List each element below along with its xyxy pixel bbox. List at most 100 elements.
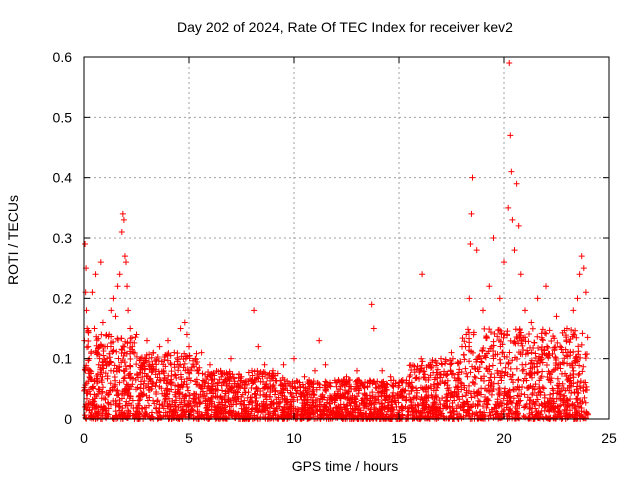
noise-point <box>539 326 546 333</box>
noise-point <box>390 377 397 384</box>
noise-point <box>248 398 255 405</box>
noise-point <box>163 376 170 383</box>
noise-point <box>490 342 497 349</box>
noise-point <box>490 380 497 387</box>
noise-point <box>551 409 558 416</box>
noise-point <box>361 402 368 409</box>
noise-point <box>466 339 473 346</box>
noise-point <box>521 375 528 382</box>
noise-point <box>528 349 535 356</box>
data-point <box>84 325 91 332</box>
data-point <box>517 271 524 278</box>
noise-point <box>111 362 118 369</box>
noise-point <box>312 397 319 404</box>
noise-point <box>291 384 298 391</box>
data-point <box>228 355 234 362</box>
noise-point <box>468 348 475 355</box>
noise-point <box>385 402 392 409</box>
noise-point <box>208 394 215 401</box>
noise-point <box>144 397 151 404</box>
data-point <box>99 319 106 326</box>
data-point <box>291 355 297 362</box>
noise-point <box>528 409 535 416</box>
noise-point <box>448 371 455 378</box>
noise-point <box>572 357 579 364</box>
data-point <box>580 265 587 272</box>
noise-point <box>209 376 216 383</box>
noise-point <box>165 372 172 379</box>
noise-point <box>576 412 583 419</box>
noise-point <box>237 384 244 391</box>
noise-point <box>571 414 578 421</box>
noise-point <box>120 367 127 374</box>
noise-point <box>254 407 261 414</box>
noise-point <box>433 401 440 408</box>
noise-point <box>476 352 483 359</box>
data-point <box>312 367 318 374</box>
noise-point <box>518 337 525 344</box>
noise-point <box>287 410 294 417</box>
noise-point <box>141 378 148 385</box>
data-point <box>192 355 199 362</box>
noise-point <box>281 411 288 418</box>
noise-point <box>550 400 557 407</box>
data-point <box>255 343 262 350</box>
noise-point <box>354 393 361 400</box>
noise-point <box>574 395 581 402</box>
noise-point <box>270 400 277 407</box>
noise-point <box>254 367 261 374</box>
noise-point <box>576 382 583 389</box>
noise-point <box>88 412 95 419</box>
noise-point <box>369 399 376 406</box>
noise-point <box>529 364 536 371</box>
noise-point <box>310 378 317 385</box>
noise-point <box>363 392 370 399</box>
noise-point <box>286 414 293 421</box>
noise-point <box>509 357 516 364</box>
noise-point <box>419 400 426 407</box>
noise-point <box>90 383 97 390</box>
noise-point <box>559 415 566 422</box>
noise-point <box>491 405 498 412</box>
noise-point <box>584 334 591 341</box>
noise-point <box>272 377 279 384</box>
noise-point <box>135 400 142 407</box>
noise-point <box>156 409 163 416</box>
noise-point <box>501 372 508 379</box>
y-tick-label: 0.5 <box>53 109 73 125</box>
noise-point <box>298 393 305 400</box>
noise-point <box>455 369 462 376</box>
x-tick-label: 20 <box>496 430 512 446</box>
data-point <box>354 367 360 374</box>
noise-point <box>115 403 122 410</box>
noise-point <box>272 388 279 395</box>
noise-point <box>555 382 562 389</box>
noise-point <box>547 379 554 386</box>
noise-point <box>392 399 399 406</box>
noise-point <box>109 348 116 355</box>
noise-point <box>253 385 260 392</box>
noise-point <box>137 385 144 392</box>
noise-point <box>535 357 542 364</box>
noise-point <box>529 325 536 332</box>
noise-point <box>357 409 364 416</box>
noise-point <box>572 327 579 334</box>
noise-point <box>106 350 113 357</box>
data-point <box>316 337 323 344</box>
noise-point <box>484 401 491 408</box>
noise-point <box>120 352 127 359</box>
noise-point <box>537 391 544 398</box>
noise-point <box>332 413 339 420</box>
noise-point <box>402 396 409 403</box>
noise-point <box>346 388 353 395</box>
noise-point <box>115 355 122 362</box>
noise-point <box>85 400 92 407</box>
noise-point <box>293 377 300 384</box>
noise-point <box>474 412 481 419</box>
noise-point <box>292 385 299 392</box>
noise-point <box>114 387 121 394</box>
noise-point <box>375 396 382 403</box>
noise-point <box>497 360 504 367</box>
noise-point <box>563 334 570 341</box>
noise-point <box>433 394 440 401</box>
